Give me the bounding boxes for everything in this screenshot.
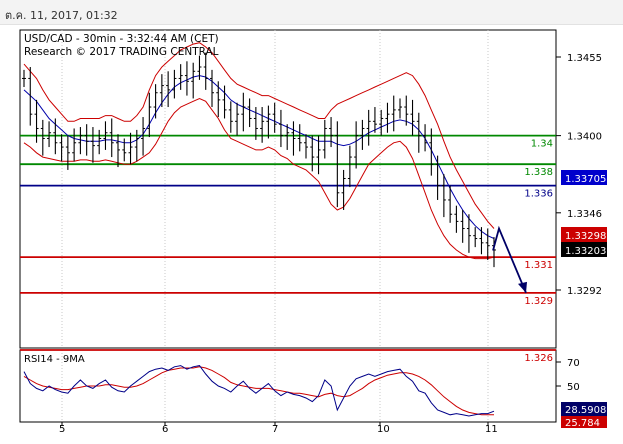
- bollinger-lower: [23, 97, 495, 260]
- y-tick-label-1: 1.3400: [567, 132, 602, 143]
- rsi-ma-value-label: 25.784: [565, 418, 600, 429]
- rsi-value-box: [561, 402, 607, 416]
- level-label-2: 1.336: [524, 189, 553, 200]
- level-label-3: 1.331: [524, 260, 553, 271]
- date-text: ต.ค. 11, 2017, 01:32: [5, 9, 118, 22]
- rsi-tick-label-0: 70: [567, 358, 580, 369]
- x-tick-label-0: 5: [59, 424, 65, 435]
- y-tick-label-2: 1.3346: [567, 209, 602, 220]
- level-label-5: 1.326: [524, 353, 553, 364]
- rsi-line: [23, 365, 495, 417]
- rsi-ma-line: [23, 366, 494, 416]
- forecast-arrow-head: [518, 281, 527, 293]
- moving-average: [23, 75, 495, 239]
- level-label-1: 1.338: [524, 167, 553, 178]
- forecast-arrow-line: [492, 225, 527, 294]
- y-tick-label-0: 1.3455: [567, 53, 602, 64]
- level-label-0: 1.34: [531, 139, 553, 150]
- top-bar: ต.ค. 11, 2017, 01:32: [0, 0, 623, 25]
- price-box-1: [561, 227, 607, 242]
- price-box-label-2: 1.33203: [565, 246, 606, 257]
- chart-subtitle: Research © 2017 TRADING CENTRAL: [24, 46, 219, 58]
- level-label-4: 1.329: [524, 296, 553, 307]
- rsi-label: RSI14 - 9MA: [24, 354, 85, 365]
- x-tick-label-4: 11: [485, 424, 498, 435]
- rsi-panel: [19, 349, 557, 423]
- price-box-label-0: 1.33705: [565, 174, 606, 185]
- rsi-tick-label-1: 50: [567, 382, 580, 393]
- price-box-label-1: 1.33298: [565, 231, 606, 242]
- chart-title: USD/CAD - 30min - 3:32:44 AM (CET): [24, 33, 219, 45]
- rsi-ma-value-box: [561, 416, 607, 428]
- x-tick-label-1: 6: [162, 424, 168, 435]
- x-tick-label-2: 7: [272, 424, 278, 435]
- bollinger-upper: [23, 42, 495, 229]
- rsi-value-label: 28.5908: [565, 405, 606, 416]
- price-box-0: [561, 170, 607, 185]
- price-box-2: [561, 242, 607, 257]
- y-tick-label-3: 1.3292: [567, 286, 602, 297]
- x-tick-label-3: 10: [377, 424, 390, 435]
- price-panel: [19, 29, 557, 349]
